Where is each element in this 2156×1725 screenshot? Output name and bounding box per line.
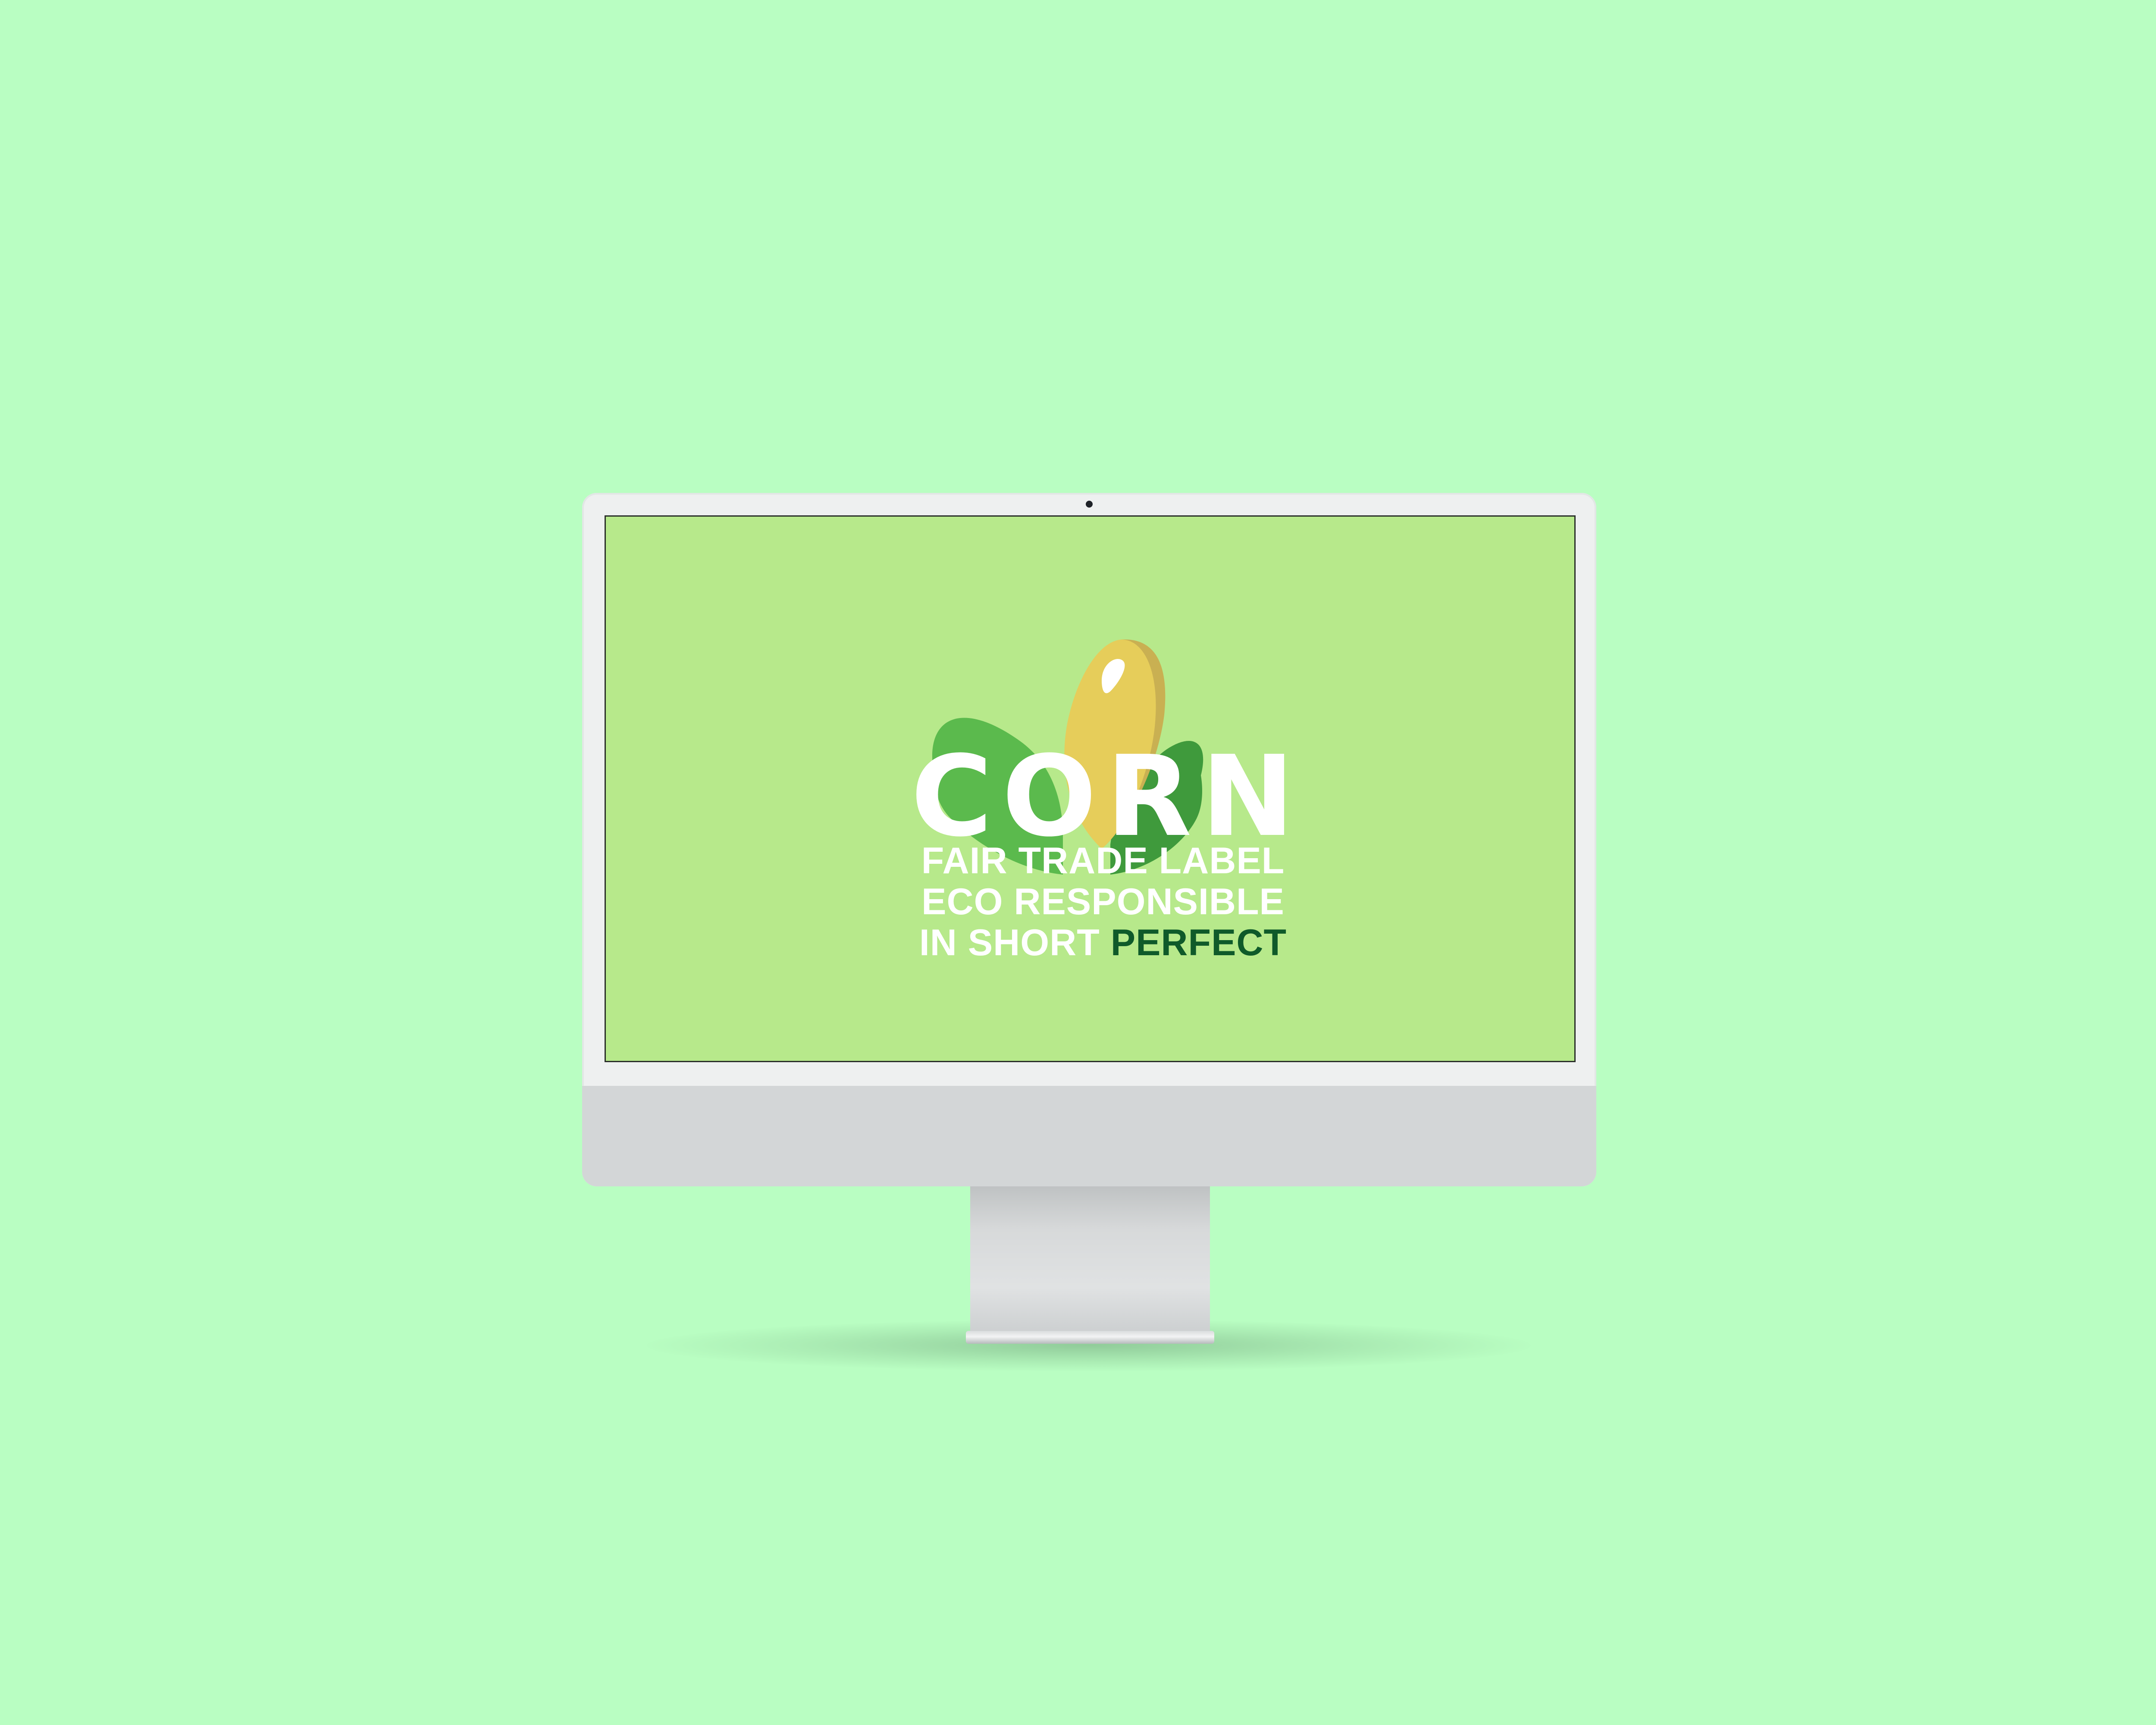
monitor-stand <box>970 1186 1210 1331</box>
headline-title: CORN <box>911 732 1304 861</box>
tagline-line-3: IN SHORT PERFECT <box>619 922 1574 963</box>
monitor-chin <box>582 1086 1596 1186</box>
monitor-screen: CORN FAIR TRADE LABEL ECO RESPONSIBLE IN… <box>605 515 1576 1062</box>
monitor: CORN FAIR TRADE LABEL ECO RESPONSIBLE IN… <box>582 493 1596 1186</box>
tagline-line-3-prefix: IN SHORT <box>919 922 1111 963</box>
corn-cob <box>1064 640 1156 849</box>
tagline-line-1: FAIR TRADE LABEL <box>921 840 1285 881</box>
corn-leaf-left <box>932 718 1063 875</box>
tagline-accent-word: PERFECT <box>1110 922 1287 963</box>
camera-icon <box>1086 501 1093 508</box>
monitor-stand-foot <box>966 1331 1214 1344</box>
corn-highlight <box>1102 659 1125 693</box>
corn-leaf-right <box>1110 741 1203 875</box>
corn-icon <box>932 639 1203 875</box>
tagline-line-2: ECO RESPONSIBLE <box>921 881 1285 922</box>
